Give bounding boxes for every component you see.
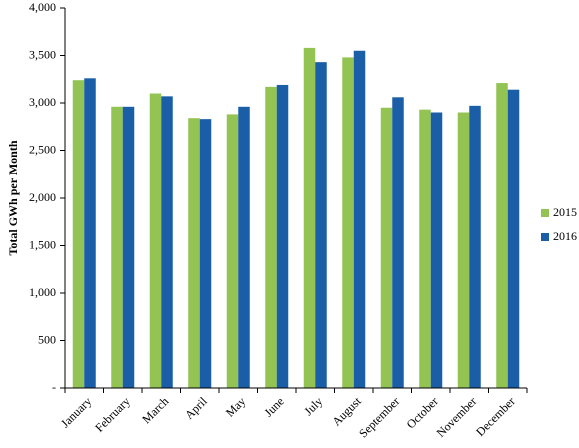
bar — [342, 57, 354, 389]
bar — [226, 114, 239, 389]
bar — [469, 105, 481, 388]
x-tick-label: August — [329, 394, 364, 429]
legend-label: 2016 — [553, 229, 577, 243]
x-tick-label: May — [223, 394, 248, 419]
y-tick-label: 3,000 — [29, 95, 56, 109]
y-tick-label: 2,500 — [29, 142, 56, 156]
x-tick-label: December — [473, 394, 518, 439]
x-tick-label: November — [434, 394, 480, 440]
x-tick-label: January — [58, 394, 94, 430]
bar — [457, 112, 470, 388]
bar — [419, 109, 431, 389]
x-tick-label: February — [92, 394, 133, 435]
bar — [161, 96, 173, 388]
y-tick-label: 1,500 — [29, 237, 56, 251]
bar — [392, 97, 404, 389]
bar — [111, 106, 123, 389]
bar — [122, 106, 135, 389]
bar — [315, 62, 327, 389]
x-tick-label: September — [356, 394, 402, 440]
y-tick-label: 2,000 — [29, 190, 56, 204]
y-axis-label: Total GWh per Month — [6, 140, 20, 255]
bar — [430, 112, 443, 388]
bar — [265, 86, 277, 388]
x-tick-label: October — [404, 394, 441, 431]
y-tick-label: 500 — [38, 332, 56, 346]
legend-swatch — [541, 233, 549, 241]
y-tick-label: 3,500 — [29, 47, 56, 61]
x-tick-label: July — [301, 394, 325, 418]
bar — [188, 118, 200, 388]
bar — [238, 106, 250, 389]
legend-swatch — [541, 209, 549, 217]
bar — [353, 50, 366, 388]
x-tick-label: June — [261, 394, 286, 419]
y-tick-label: 4,000 — [29, 0, 56, 14]
bar — [496, 83, 508, 389]
x-tick-label: April — [182, 394, 210, 422]
x-tick-label: March — [139, 394, 171, 426]
legend-label: 2015 — [553, 205, 577, 219]
bar — [303, 47, 316, 389]
bar — [507, 89, 520, 388]
y-tick-label: 1,000 — [29, 285, 56, 299]
bar — [84, 78, 96, 389]
bar — [276, 84, 289, 388]
bar — [72, 80, 85, 388]
bar — [199, 119, 212, 389]
y-tick-label: - — [52, 380, 56, 394]
bar — [149, 93, 162, 388]
bar — [380, 107, 393, 388]
